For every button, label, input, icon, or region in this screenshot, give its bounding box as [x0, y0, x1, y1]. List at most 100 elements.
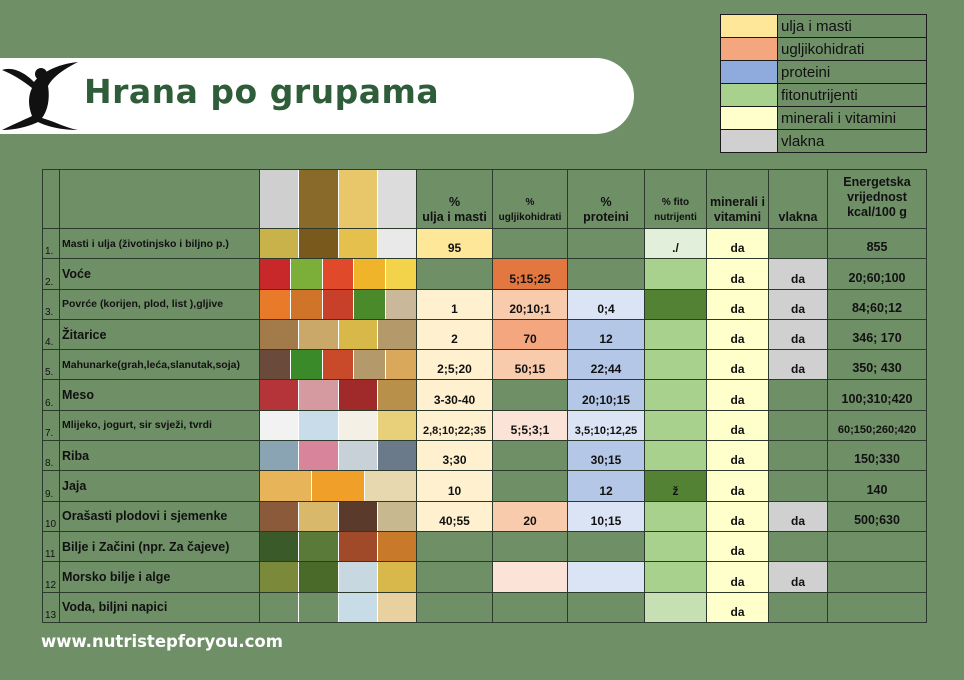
row-number: 2.	[42, 258, 60, 290]
legend-swatch	[720, 14, 778, 38]
legend-label: minerali i vitamini	[777, 106, 927, 130]
header-name	[59, 169, 260, 229]
food-photo-strip	[260, 380, 416, 410]
energy-cell: 855	[827, 227, 927, 260]
oil-percent-cell: 3;30	[416, 440, 493, 472]
energy-cell: 84;60;12	[827, 288, 927, 320]
oil-percent-cell: 2;5;20	[416, 349, 493, 381]
carb-percent-cell: 50;15	[492, 349, 568, 381]
protein-percent-cell: 10;15	[567, 500, 645, 532]
protein-percent-cell: 12	[567, 318, 645, 351]
minerals-cell: da	[706, 258, 769, 290]
fiber-cell	[768, 470, 828, 502]
energy-cell: 140	[827, 470, 927, 502]
legend-item: minerali i vitamini	[720, 106, 927, 130]
fiber-cell: da	[768, 500, 828, 532]
phyto-percent-cell	[644, 288, 707, 320]
food-photo-strip	[260, 532, 416, 561]
fiber-cell: da	[768, 349, 828, 381]
food-photo-strip	[260, 290, 416, 319]
minerals-cell: da	[706, 470, 769, 502]
legend: ulja i masti ugljikohidrati proteini fitonu…	[720, 14, 927, 153]
header-phyto: % fito nutrijenti	[644, 169, 707, 229]
oil-percent-cell: 2	[416, 318, 493, 351]
energy-cell: 350; 430	[827, 349, 927, 381]
protein-percent-cell: 30;15	[567, 440, 645, 472]
phyto-percent-cell	[644, 318, 707, 351]
protein-percent-cell	[567, 530, 645, 563]
food-photo-strip	[260, 593, 416, 622]
phyto-percent-cell	[644, 500, 707, 532]
minerals-cell: da	[706, 379, 769, 411]
legend-label: ugljikohidrati	[777, 37, 927, 61]
title-banner	[0, 58, 634, 134]
oil-percent-cell	[416, 258, 493, 290]
energy-cell	[827, 530, 927, 563]
fiber-cell: da	[768, 258, 828, 290]
food-groups-table: % ulja i masti % ugljikohidrati % proteini …	[42, 169, 927, 623]
row-number: 5.	[42, 349, 60, 381]
header-num	[42, 169, 60, 229]
energy-cell	[827, 561, 927, 593]
carb-percent-cell	[492, 561, 568, 593]
energy-cell: 150;330	[827, 440, 927, 472]
minerals-cell: da	[706, 591, 769, 623]
phyto-percent-cell: ž	[644, 470, 707, 502]
oil-percent-cell: 40;55	[416, 500, 493, 532]
fiber-cell	[768, 440, 828, 472]
food-group-name: Mahunarke(grah,leća,slanutak,soja)	[59, 349, 260, 381]
footer-url[interactable]: www.nutristepforyou.com	[41, 632, 283, 651]
oil-percent-cell	[416, 561, 493, 593]
food-photos	[259, 409, 417, 442]
fiber-cell: da	[768, 318, 828, 351]
row-number: 4.	[42, 318, 60, 351]
food-photos	[259, 530, 417, 563]
row-number: 7.	[42, 409, 60, 442]
food-group-name: Riba	[59, 440, 260, 472]
food-photo-strip	[260, 350, 416, 379]
fiber-cell: da	[768, 288, 828, 320]
legend-swatch	[720, 129, 778, 153]
oil-percent-cell: 3-30-40	[416, 379, 493, 411]
header-photos	[260, 170, 416, 228]
protein-percent-cell: 20;10;15	[567, 379, 645, 411]
phyto-percent-cell	[644, 349, 707, 381]
carb-percent-cell: 20	[492, 500, 568, 532]
table-header-row: % ulja i masti % ugljikohidrati % proteini …	[42, 169, 927, 229]
carb-percent-cell	[492, 440, 568, 472]
phyto-percent-cell	[644, 409, 707, 442]
food-photos	[259, 470, 417, 502]
table-row: 4. Žitarice 2 70 12 da da 346; 170	[42, 318, 927, 351]
row-number: 1.	[42, 227, 60, 260]
food-group-name: Voda, biljni napici	[59, 591, 260, 623]
minerals-cell: da	[706, 318, 769, 351]
phyto-percent-cell: ./	[644, 227, 707, 260]
food-group-name: Bilje i Začini (npr. Za čajeve)	[59, 530, 260, 563]
fiber-cell	[768, 227, 828, 260]
table-row: 13 Voda, biljni napici da	[42, 591, 927, 623]
carb-percent-cell	[492, 591, 568, 623]
header-prot: % proteini	[567, 169, 645, 229]
header-energy: Energetska vrijednost kcal/100 g	[827, 169, 927, 229]
table-row: 7. Mlijeko, jogurt, sir svježi, tvrdi 2,8;…	[42, 409, 927, 442]
minerals-cell: da	[706, 530, 769, 563]
food-photos	[259, 258, 417, 290]
energy-cell	[827, 591, 927, 623]
table-row: 5. Mahunarke(grah,leća,slanutak,soja) 2;5;…	[42, 349, 927, 381]
row-number: 13	[42, 591, 60, 623]
food-photos	[259, 440, 417, 472]
page-title: Hrana po grupama	[84, 72, 440, 111]
table-row: 2. Voće 5;15;25 da da 20;60;100	[42, 258, 927, 290]
legend-label: ulja i masti	[777, 14, 927, 38]
phyto-percent-cell	[644, 561, 707, 593]
energy-cell: 20;60;100	[827, 258, 927, 290]
table-row: 11 Bilje i Začini (npr. Za čajeve) da	[42, 530, 927, 563]
protein-percent-cell	[567, 561, 645, 593]
protein-percent-cell: 3,5;10;12,25	[567, 409, 645, 442]
food-photos	[259, 561, 417, 593]
table-row: 10 Orašasti plodovi i sjemenke 40;55 20 10;1…	[42, 500, 927, 532]
carb-percent-cell	[492, 379, 568, 411]
energy-cell: 100;310;420	[827, 379, 927, 411]
row-number: 11	[42, 530, 60, 563]
legend-item: fitonutrijenti	[720, 83, 927, 107]
